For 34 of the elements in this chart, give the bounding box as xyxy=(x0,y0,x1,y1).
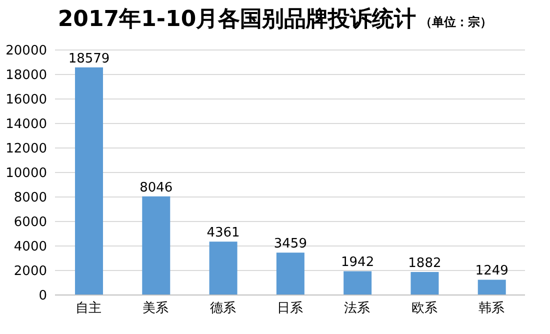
y-tick-label: 4000 xyxy=(14,240,47,255)
data-label: 3459 xyxy=(274,236,307,252)
x-tick-label: 德系 xyxy=(210,301,236,316)
y-tick-label: 12000 xyxy=(6,142,47,157)
y-tick-label: 6000 xyxy=(14,215,47,230)
data-label: 18579 xyxy=(68,51,110,66)
data-label: 8046 xyxy=(140,180,173,196)
chart-title: 2017年1-10月各国别品牌投诉统计 xyxy=(58,6,416,34)
x-tick-label: 法系 xyxy=(344,301,370,316)
y-tick-label: 20000 xyxy=(6,44,47,59)
x-tick-label: 自主 xyxy=(76,300,102,316)
y-tick-label: 0 xyxy=(38,288,47,304)
data-label: 1882 xyxy=(408,256,442,271)
bar xyxy=(410,272,439,295)
bar xyxy=(276,252,304,295)
y-tick-label: 16000 xyxy=(6,92,47,108)
data-label: 4361 xyxy=(206,226,240,241)
bar xyxy=(75,67,103,295)
chart-subtitle: （单位：宗） xyxy=(420,14,492,31)
x-tick-label: 欧系 xyxy=(411,301,438,316)
bar xyxy=(142,196,170,295)
data-label: 1942 xyxy=(341,255,374,270)
bar xyxy=(209,242,238,295)
x-tick-label: 韩系 xyxy=(478,301,504,316)
x-tick-label: 美系 xyxy=(142,300,169,316)
y-tick-label: 8000 xyxy=(14,190,47,206)
bar xyxy=(344,271,372,295)
y-tick-label: 2000 xyxy=(14,264,47,280)
data-label: 1249 xyxy=(475,264,508,279)
bar xyxy=(478,280,506,295)
y-tick-label: 10000 xyxy=(6,166,47,182)
y-tick-label: 14000 xyxy=(6,117,47,132)
x-tick-label: 日系 xyxy=(277,301,303,316)
y-tick-label: 18000 xyxy=(6,68,47,84)
